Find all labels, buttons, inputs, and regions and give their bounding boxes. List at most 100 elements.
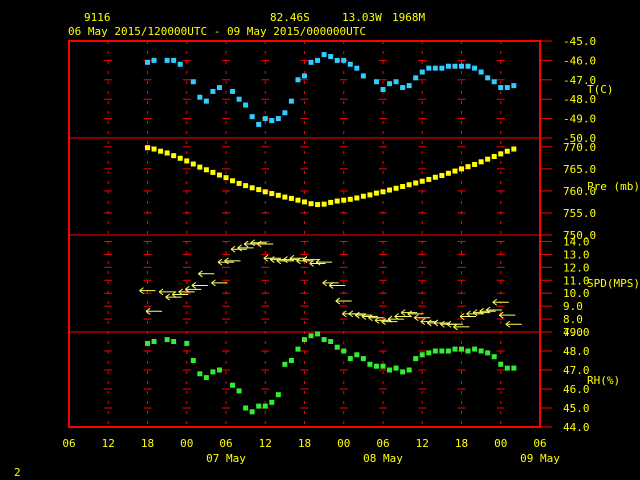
station-lon: 13.03W [342, 11, 382, 24]
y-tick-label: -49.0 [563, 113, 596, 126]
wind-arrow [381, 318, 398, 326]
data-point [275, 116, 281, 122]
station-elev: 1968M [392, 11, 425, 24]
data-point [256, 187, 262, 193]
data-point [203, 98, 209, 104]
data-point [406, 83, 412, 89]
data-point [478, 348, 484, 354]
x-tick-label: 06 [62, 437, 75, 450]
data-point [452, 63, 458, 69]
data-point [275, 192, 281, 198]
data-point [203, 375, 209, 381]
data-point [347, 61, 353, 67]
data-point [354, 352, 360, 358]
x-tick-label: 18 [141, 437, 154, 450]
wind-arrow [165, 293, 182, 301]
data-point [360, 193, 366, 199]
data-point [158, 148, 164, 154]
data-point [400, 85, 406, 91]
y-tick-label: 10.0 [563, 287, 590, 300]
data-point [413, 75, 419, 81]
data-point [360, 73, 366, 79]
data-point [459, 166, 464, 172]
data-point [367, 192, 373, 198]
y-tick-label: 755.0 [563, 207, 596, 220]
data-point [452, 346, 458, 352]
data-point [184, 158, 190, 164]
x-tick-label: 12 [259, 437, 272, 450]
data-point [504, 365, 510, 371]
wind-arrow [211, 279, 228, 287]
data-point [328, 339, 334, 344]
date-label: 08 May [363, 452, 403, 465]
wind-arrow [394, 313, 411, 320]
wind-arrow [335, 297, 352, 305]
y-tick-label: 765.0 [563, 163, 596, 176]
data-point [491, 154, 497, 160]
data-point [145, 59, 150, 65]
data-point [216, 172, 222, 178]
data-point [243, 405, 249, 411]
data-point [197, 164, 203, 170]
data-point [485, 156, 491, 162]
x-tick-label: 06 [376, 437, 389, 450]
data-point [210, 169, 216, 175]
data-point [190, 79, 196, 85]
data-point [341, 348, 347, 354]
data-point [262, 116, 268, 122]
plot-frame [68, 40, 541, 428]
data-point [177, 61, 183, 67]
y-tick-label: 12.0 [563, 261, 590, 274]
data-point [511, 146, 517, 152]
x-tick-label: 18 [455, 437, 468, 450]
page-number: 2 [14, 466, 21, 479]
data-point [498, 85, 504, 91]
data-point [504, 85, 510, 91]
wind-arrow [171, 291, 189, 298]
data-point [321, 201, 327, 207]
data-point [472, 161, 478, 167]
station-id: 9116 [84, 11, 111, 24]
wind-arrow [302, 256, 320, 263]
data-series [139, 52, 522, 415]
y-tick-label: 770.0 [563, 141, 596, 154]
data-point [334, 198, 340, 204]
y-tick-label: 11.0 [563, 274, 590, 287]
y-tick-labels: -45.0 -46.0 -47.0 -48.0 -49.0 -50.0 T(C) 770.0 7… [540, 35, 640, 434]
data-point [203, 167, 209, 173]
data-point [302, 73, 307, 79]
data-point [334, 344, 340, 350]
data-point [485, 75, 491, 81]
wind-arrow [459, 313, 477, 320]
x-tick-label: 06 [219, 437, 232, 450]
data-point [380, 363, 386, 369]
x-tick-label: 06 [533, 437, 546, 450]
data-point [243, 102, 249, 108]
data-point [478, 159, 484, 165]
wind-arrow [315, 258, 333, 266]
data-point [419, 178, 425, 184]
y-tick-label: 49.0 [563, 326, 590, 339]
wind-arrow [289, 254, 306, 262]
data-point [197, 94, 203, 100]
data-point [413, 180, 419, 186]
data-point [321, 52, 327, 58]
y-tick-label: 45.0 [563, 402, 590, 415]
data-point [445, 63, 451, 69]
wind-arrow [387, 315, 405, 323]
data-point [151, 146, 157, 152]
data-point [498, 151, 504, 157]
y-tick-label: 760.0 [563, 185, 596, 198]
data-point [288, 358, 294, 363]
data-point [354, 195, 360, 201]
data-point [393, 79, 399, 85]
y-tick-label: -48.0 [563, 93, 596, 106]
data-point [367, 361, 373, 367]
wind-arrow [139, 287, 156, 295]
data-point [459, 346, 464, 352]
wind-arrow [145, 307, 163, 315]
data-point [465, 164, 471, 170]
data-point [334, 57, 340, 63]
y-tick-label: 7.0 [563, 326, 583, 339]
data-point [328, 54, 334, 60]
